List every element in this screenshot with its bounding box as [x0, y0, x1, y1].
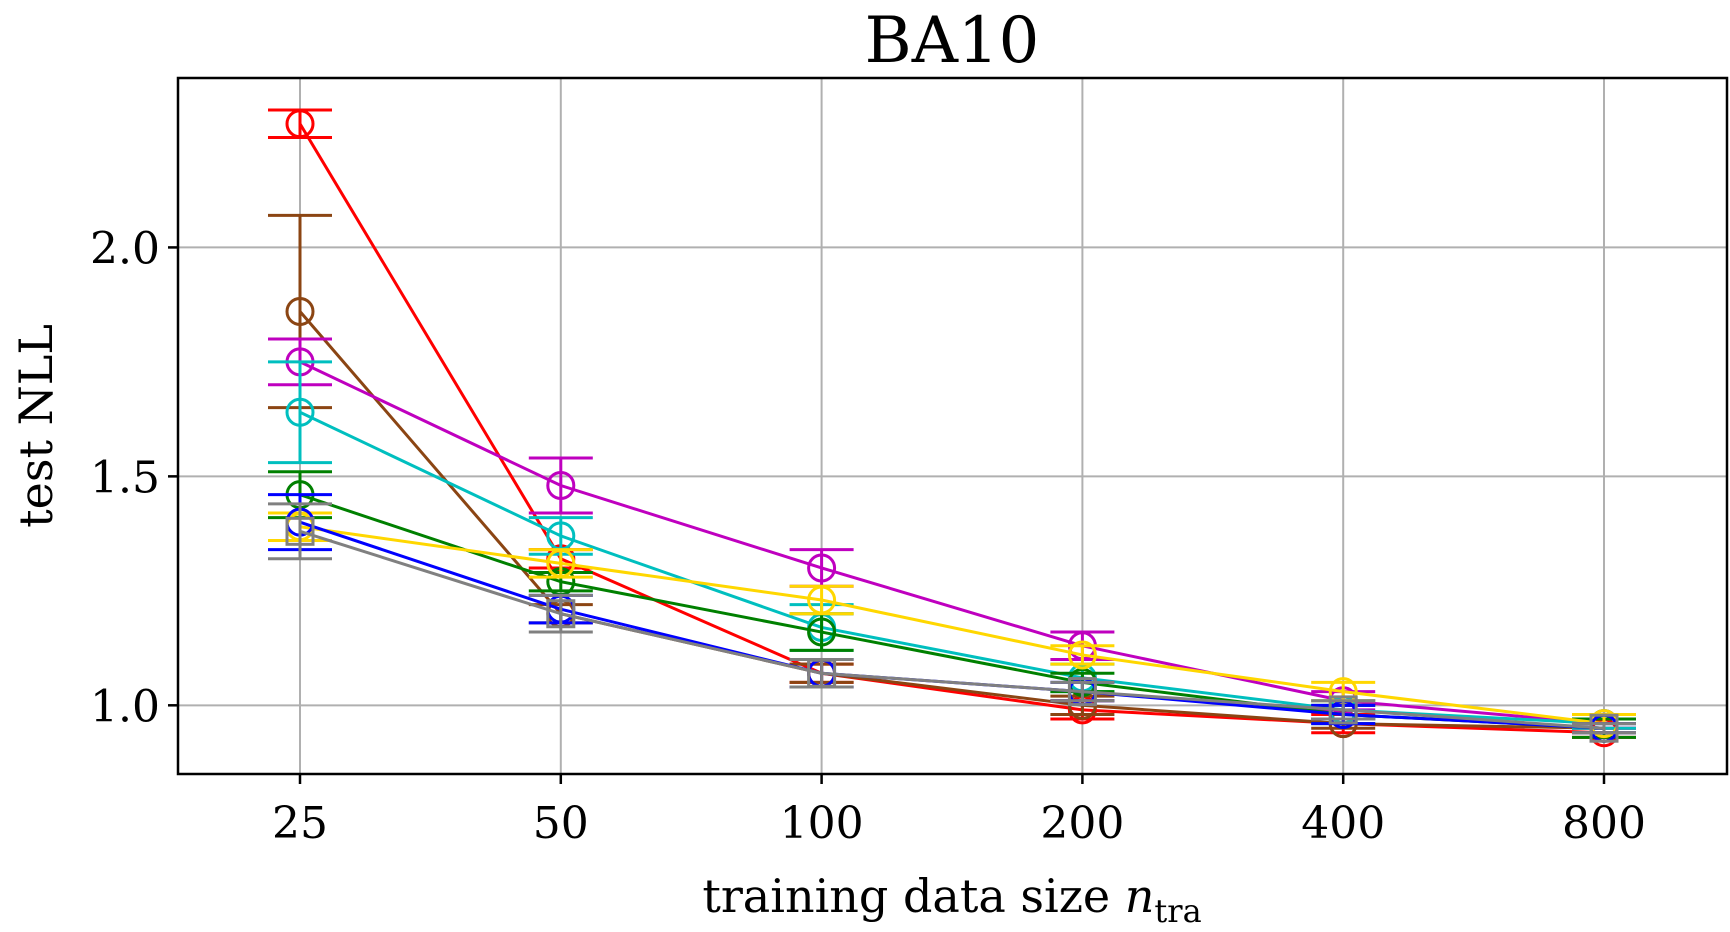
- series-line-red: [298, 123, 1605, 735]
- data-point: [807, 585, 837, 615]
- x-tick-label: 25: [272, 798, 328, 849]
- series-layer: [268, 108, 1636, 748]
- series-line-green: [299, 493, 1605, 730]
- data-point: [807, 553, 837, 583]
- series-magenta: [268, 337, 1636, 739]
- data-point: [1328, 695, 1358, 725]
- x-tick-label: 50: [533, 798, 589, 849]
- data-point: [285, 397, 315, 427]
- y-axis-label: test NLL: [9, 324, 63, 528]
- data-point: [1067, 640, 1097, 670]
- data-point: [807, 617, 837, 647]
- y-tick-label: 1.5: [90, 452, 160, 503]
- series-line-brown: [298, 310, 1605, 730]
- x-tick-label: 800: [1562, 798, 1646, 849]
- x-axis-label: training data size ntra: [702, 869, 1201, 930]
- x-tick-label: 100: [780, 798, 864, 849]
- x-axis-label-subscript: tra: [1154, 892, 1201, 930]
- grid-layer: [178, 78, 1727, 774]
- x-tick-label: 400: [1301, 798, 1385, 849]
- series-brown: [268, 213, 1636, 743]
- data-point: [807, 658, 837, 688]
- y-tick-label: 1.0: [90, 681, 160, 732]
- data-point: [546, 471, 576, 501]
- x-axis-label-variable: n: [1125, 869, 1155, 923]
- series-gray: [268, 502, 1636, 743]
- tick-layer: 25 50 100 200 400 800 1.0 1.5 2.0: [90, 223, 1646, 849]
- series-cyan: [268, 360, 1636, 739]
- data-point: [1589, 713, 1619, 743]
- series-line-cyan: [299, 410, 1605, 726]
- chart-title: BA10: [865, 4, 1040, 78]
- series-red: [268, 108, 1636, 748]
- series-line-gray: [299, 529, 1605, 730]
- x-axis-label-text: training data size: [702, 869, 1110, 923]
- data-point: [285, 516, 315, 546]
- series-gold: [268, 511, 1636, 739]
- data-point: [285, 109, 315, 139]
- series-line-magenta: [299, 360, 1605, 726]
- data-point: [285, 297, 315, 327]
- data-point: [1067, 677, 1097, 707]
- series-line-gold: [299, 525, 1605, 726]
- y-tick-label: 2.0: [90, 223, 160, 274]
- data-point: [546, 599, 576, 629]
- series-blue: [268, 493, 1636, 743]
- plot-frame: [176, 76, 1729, 776]
- data-point: [546, 548, 576, 578]
- x-tick-label: 200: [1040, 798, 1124, 849]
